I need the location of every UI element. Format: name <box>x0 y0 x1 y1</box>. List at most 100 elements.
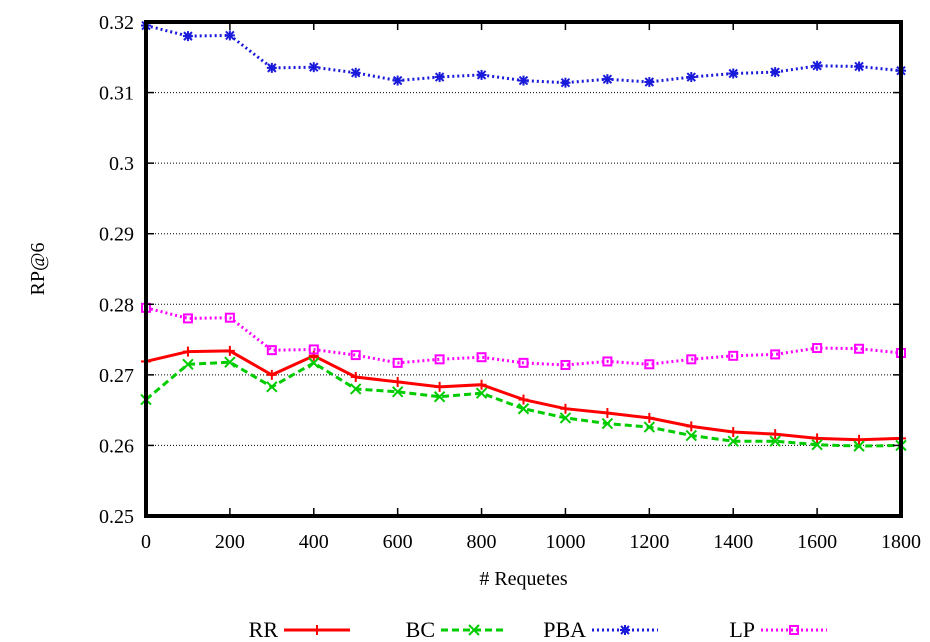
series-pba <box>141 20 906 88</box>
legend-item-pba: PBA <box>543 617 658 642</box>
data-point-pba <box>602 74 613 85</box>
data-point-pba <box>434 72 445 83</box>
x-tick-label: 1800 <box>881 531 921 553</box>
data-point-pba <box>308 62 319 73</box>
data-point-lp <box>770 349 781 360</box>
data-point-rr <box>686 421 697 432</box>
data-point-rr <box>182 346 193 357</box>
series-lines <box>140 20 907 452</box>
data-point-rr <box>854 434 865 445</box>
x-tick-label: 1200 <box>629 531 669 553</box>
data-point-pba <box>560 77 571 88</box>
legend-label: PBA <box>543 617 586 642</box>
legend-item-bc: BC <box>406 617 507 642</box>
data-point-bc <box>769 435 781 447</box>
y-axis-title: RP@6 <box>27 243 49 296</box>
x-tick-label: 800 <box>467 531 497 553</box>
data-point-lp <box>434 354 445 365</box>
data-point-bc <box>559 412 572 424</box>
x-tick-label: 200 <box>215 531 245 553</box>
data-point-rr <box>770 429 781 440</box>
data-point-lp <box>182 313 193 324</box>
data-point-lp <box>686 354 697 365</box>
data-point-bc <box>350 383 362 395</box>
data-point-rr <box>224 345 235 356</box>
data-point-bc <box>182 358 194 370</box>
data-point-pba <box>350 67 361 78</box>
data-point-rr <box>560 403 571 414</box>
y-tick-label: 0.26 <box>99 435 134 457</box>
data-point-pba <box>644 76 655 87</box>
data-point-pba <box>686 72 697 83</box>
x-axis-title: # Requetes <box>479 568 568 590</box>
data-point-pba <box>854 61 865 72</box>
legend-label: LP <box>729 617 755 642</box>
data-point-rr <box>434 381 445 392</box>
data-point-rr <box>728 427 739 438</box>
data-point-bc <box>266 381 278 393</box>
data-point-lp <box>728 350 739 361</box>
data-point-lp <box>392 357 403 368</box>
data-point-lp <box>476 352 487 363</box>
data-point-pba <box>476 69 487 80</box>
x-tick-label: 1600 <box>797 531 837 553</box>
legend-marker-bc <box>468 624 480 636</box>
data-point-pba <box>518 75 529 86</box>
data-point-rr <box>812 433 823 444</box>
legend-label: RR <box>249 617 279 642</box>
series-rr <box>141 345 906 445</box>
gridlines <box>146 92 901 446</box>
data-point-bc <box>475 387 488 399</box>
legend-marker-lp <box>789 625 799 635</box>
legend-item-rr: RR <box>249 617 350 642</box>
legend-label: BC <box>406 617 435 642</box>
data-point-bc <box>643 421 656 433</box>
data-point-lp <box>602 356 613 367</box>
y-tick-label: 0.31 <box>99 83 134 105</box>
data-point-pba <box>182 31 193 42</box>
y-tick-label: 0.3 <box>109 153 134 175</box>
data-point-bc <box>433 391 446 403</box>
legend: RR BC PBA LP <box>249 617 827 642</box>
x-tick-label: 1000 <box>545 531 585 553</box>
data-point-lp <box>224 312 235 323</box>
x-tick-label: 0 <box>141 531 151 553</box>
data-point-rr <box>476 379 487 390</box>
data-point-pba <box>728 68 739 79</box>
data-point-lp <box>560 359 571 370</box>
data-point-lp <box>350 350 361 361</box>
data-point-pba <box>812 60 823 71</box>
legend-marker-pba <box>620 625 630 635</box>
series-line-lp <box>145 306 902 367</box>
data-point-pba <box>770 67 781 78</box>
data-point-pba <box>224 30 235 41</box>
legend-marker-rr <box>312 625 322 635</box>
series-lp <box>141 302 906 370</box>
data-point-lp <box>644 359 655 370</box>
data-point-lp <box>308 344 319 355</box>
data-point-rr <box>644 412 655 423</box>
data-point-bc <box>391 386 404 398</box>
axis-ticks: 0.25 0.26 0.27 0.28 0.29 0.3 0.31 0.32 0 200 400 60… <box>99 12 921 553</box>
data-point-bc <box>685 429 697 442</box>
x-tick-label: 600 <box>383 531 413 553</box>
data-point-rr <box>350 371 361 382</box>
data-point-bc <box>601 417 614 430</box>
data-point-bc <box>308 357 320 369</box>
plot-frame <box>144 20 903 518</box>
x-tick-label: 1400 <box>713 531 753 553</box>
y-tick-label: 0.25 <box>99 506 134 528</box>
data-point-rr <box>392 376 403 387</box>
data-point-bc <box>517 403 530 415</box>
data-point-bc <box>853 440 865 452</box>
data-point-lp <box>854 343 865 354</box>
data-point-lp <box>266 345 277 356</box>
data-point-bc <box>224 356 236 368</box>
data-point-lp <box>812 343 823 354</box>
data-point-rr <box>266 369 277 380</box>
y-tick-label: 0.27 <box>99 365 134 387</box>
series-line-pba <box>145 24 902 85</box>
data-point-bc <box>811 439 823 451</box>
data-point-pba <box>392 75 403 86</box>
